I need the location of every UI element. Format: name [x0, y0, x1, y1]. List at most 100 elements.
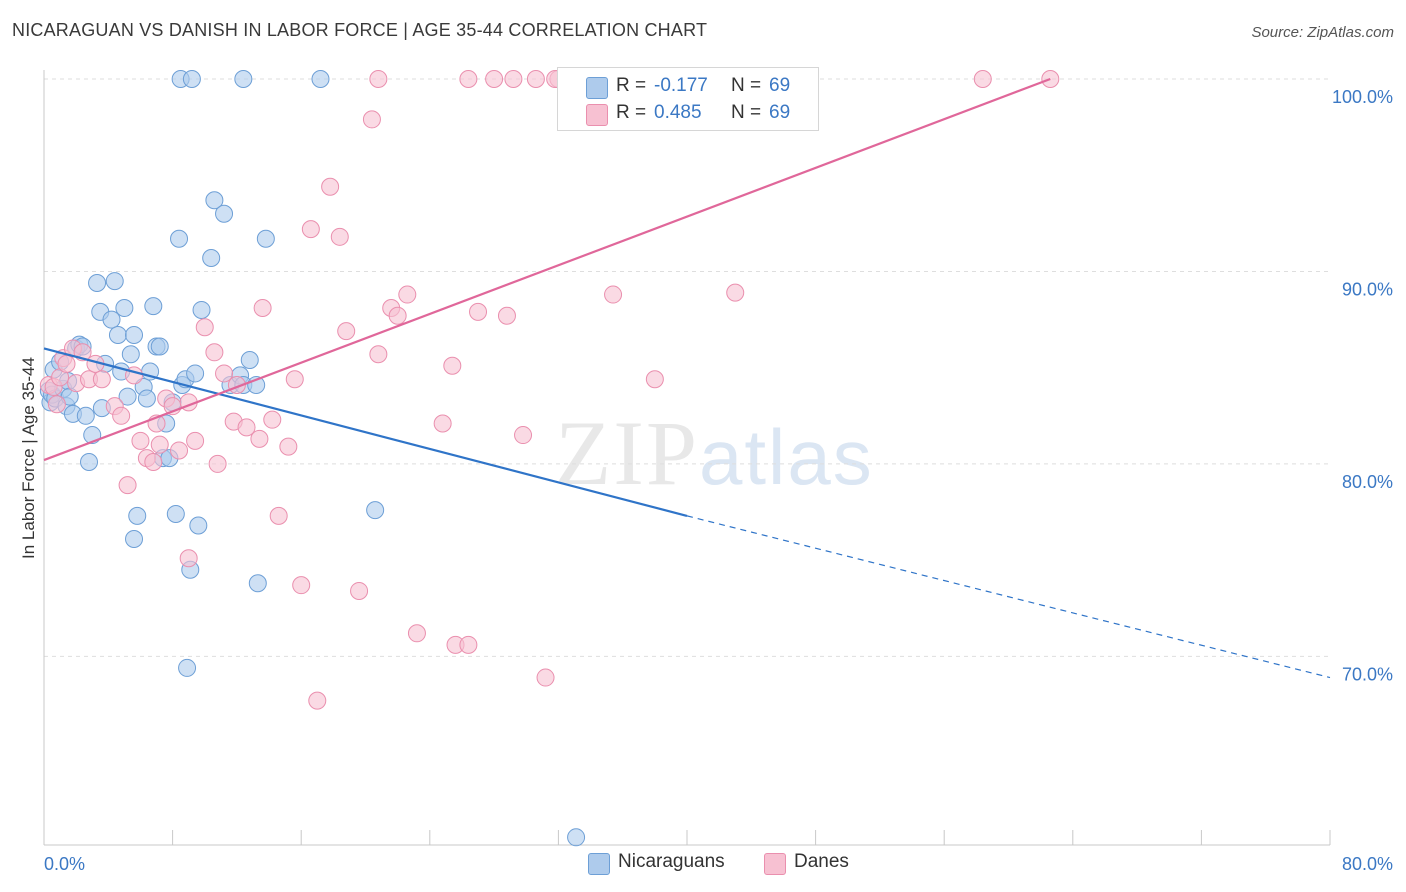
danish-point	[195, 318, 214, 337]
nicaraguan-point	[125, 529, 144, 548]
danish-point	[433, 414, 452, 433]
danish-point	[308, 691, 327, 710]
legend-n-value: 69	[769, 102, 791, 123]
danish-point	[285, 370, 304, 389]
danish-point	[253, 299, 272, 318]
danish-point	[57, 354, 76, 373]
danish-point	[150, 435, 169, 454]
danish-point	[92, 370, 111, 389]
danish-point	[330, 227, 349, 246]
nicaraguan-point	[202, 248, 221, 267]
legend-n-value: 69	[769, 75, 791, 96]
danish-point	[179, 549, 198, 568]
bottom-legend-label: Danes	[794, 851, 849, 872]
y-tick-label: 90.0%	[1342, 279, 1393, 299]
danish-point	[292, 576, 311, 595]
danish-point	[350, 581, 369, 600]
nicaraguan-point	[240, 350, 259, 369]
legend-r-value: 0.485	[654, 102, 702, 123]
y-tick-label: 80.0%	[1342, 472, 1393, 492]
danish-point	[301, 220, 320, 239]
danish-trend-line	[43, 77, 1051, 462]
nicaraguan-point	[182, 70, 201, 88]
danish-point	[131, 431, 150, 450]
danish-point	[186, 431, 205, 450]
nicaraguan-point	[128, 506, 147, 525]
nicaraguan-point	[105, 272, 124, 291]
nicaraguan-trend-extension	[686, 515, 1331, 679]
nicaraguan-point	[137, 389, 156, 408]
danish-point	[504, 70, 523, 88]
nicaraguan-point	[311, 70, 330, 88]
nicaraguan-point	[170, 229, 189, 248]
nicaraguan-point	[366, 501, 385, 520]
legend-r-value: -0.177	[654, 75, 708, 96]
nicaraguan-point	[256, 229, 275, 248]
danish-point	[369, 70, 388, 88]
danish-point	[237, 418, 256, 437]
nicaraguan-point	[215, 204, 234, 223]
legend-n-label: N =	[731, 102, 762, 123]
danish-point	[263, 410, 282, 429]
danish-point	[118, 476, 137, 495]
danish-point	[205, 343, 224, 362]
danish-point	[485, 70, 504, 88]
nicaraguan-point	[567, 828, 586, 847]
danish-point	[443, 356, 462, 375]
danish-point	[279, 437, 298, 456]
danish-point	[208, 454, 227, 473]
danish-point	[362, 110, 381, 129]
danish-point	[536, 668, 555, 687]
nicaraguan-point	[118, 387, 137, 406]
nicaraguan-point	[88, 274, 107, 293]
danish-point	[645, 370, 664, 389]
nicaraguan-point	[189, 516, 208, 535]
y-tick-label: 100.0%	[1332, 87, 1393, 107]
legend-n-label: N =	[731, 75, 762, 96]
danish-point	[269, 506, 288, 525]
danish-point	[369, 345, 388, 364]
legend-swatch-danes	[586, 104, 608, 126]
danish-point	[514, 426, 533, 445]
danish-point	[407, 624, 426, 643]
chart-title: NICARAGUAN VS DANISH IN LABOR FORCE | AG…	[12, 20, 708, 40]
x-tick-label: 80.0%	[1342, 854, 1393, 874]
nicaraguan-point	[115, 299, 134, 318]
nicaraguan-point	[192, 300, 211, 319]
danish-point	[726, 283, 745, 302]
nicaraguan-trend-line	[43, 347, 688, 517]
nicaraguan-point	[178, 658, 197, 677]
nicaraguan-point	[76, 406, 95, 425]
nicaraguan-point	[150, 337, 169, 356]
x-tick-label: 0.0%	[44, 854, 85, 874]
danish-point	[321, 177, 340, 196]
danish-point	[250, 429, 269, 448]
danish-point	[398, 285, 417, 304]
nicaraguan-point	[144, 297, 163, 316]
legend-swatch-nicaraguans	[586, 77, 608, 99]
danish-point	[144, 453, 163, 471]
nicaraguan-point	[121, 345, 140, 364]
nicaraguan-point	[108, 325, 127, 344]
nicaraguan-point	[234, 70, 253, 88]
danish-point	[469, 302, 488, 321]
chart-source: Source: ZipAtlas.com	[1251, 24, 1394, 41]
danish-point	[215, 364, 234, 383]
danish-point	[47, 395, 66, 414]
danish-point	[973, 70, 992, 88]
bottom-legend-label: Nicaraguans	[618, 851, 725, 872]
bottom-legend-swatch-nicaraguans	[588, 853, 610, 875]
nicaraguan-point	[166, 504, 185, 523]
nicaraguan-point	[205, 191, 224, 210]
legend-r-label: R =	[616, 102, 647, 123]
watermark-atlas: atlas	[699, 413, 874, 501]
danish-point	[337, 322, 356, 341]
nicaraguan-point	[80, 453, 99, 471]
danish-point	[459, 635, 478, 654]
correlation-legend: R = -0.177 N = 69 R = 0.485 N = 69	[557, 67, 819, 131]
danish-point	[112, 406, 131, 425]
y-axis-label: In Labor Force | Age 35-44	[19, 357, 38, 559]
danish-point	[526, 70, 545, 88]
nicaraguan-point	[125, 325, 144, 344]
